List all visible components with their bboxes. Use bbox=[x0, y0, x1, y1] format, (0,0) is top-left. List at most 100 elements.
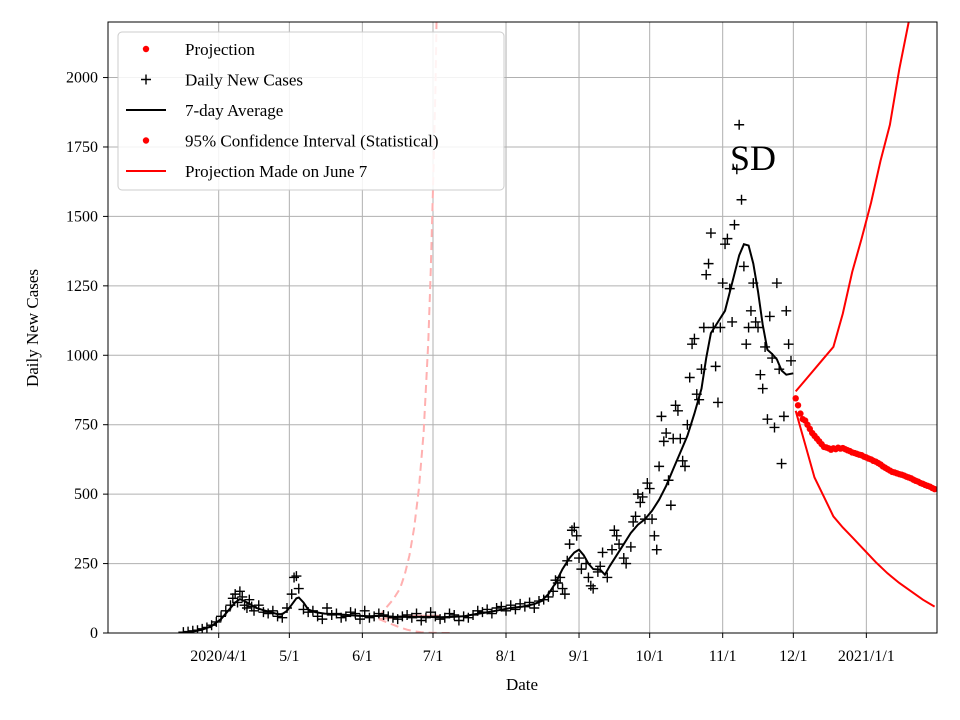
daily-case-point bbox=[630, 511, 641, 522]
legend-marker-dot bbox=[142, 137, 150, 144]
daily-case-point bbox=[672, 405, 683, 416]
daily-case-point bbox=[684, 372, 695, 383]
y-tick-label: 250 bbox=[74, 556, 98, 573]
y-tick-label: 1000 bbox=[66, 347, 98, 364]
daily-case-point bbox=[272, 611, 283, 622]
daily-case-point bbox=[781, 305, 792, 316]
x-tick-label: 8/1 bbox=[496, 648, 516, 665]
daily-case-point bbox=[291, 571, 302, 582]
legend: Projection Daily New Cases 7-day Average 95… bbox=[117, 31, 505, 191]
daily-case-point bbox=[588, 583, 599, 594]
daily-case-point bbox=[755, 369, 766, 380]
x-tick-label: 2020/4/1 bbox=[190, 648, 247, 665]
daily-case-point bbox=[322, 603, 333, 614]
95-ci-upper-line bbox=[794, 22, 910, 393]
daily-case-point bbox=[750, 316, 761, 327]
daily-case-point bbox=[722, 233, 733, 244]
projection-point bbox=[797, 410, 804, 417]
projection-point bbox=[792, 395, 799, 402]
daily-case-point bbox=[680, 461, 691, 472]
daily-case-point bbox=[687, 339, 698, 350]
x-tick-label: 6/1 bbox=[352, 648, 372, 665]
daily-case-point bbox=[760, 341, 771, 352]
daily-case-point bbox=[234, 586, 245, 597]
daily-case-point bbox=[557, 583, 568, 594]
daily-case-point bbox=[738, 261, 749, 272]
daily-case-point bbox=[731, 164, 742, 175]
x-tick-label: 5/1 bbox=[279, 648, 299, 665]
daily-case-point bbox=[574, 553, 585, 564]
daily-case-point bbox=[642, 478, 653, 489]
daily-case-point bbox=[753, 322, 764, 333]
daily-case-point bbox=[486, 608, 497, 619]
daily-case-point bbox=[510, 604, 521, 615]
daily-case-point bbox=[644, 483, 655, 494]
ticks: 2020/4/1 5/1 6/1 7/1 8/1 9/1 10/1 11/1 12/1 2021/… bbox=[66, 70, 895, 665]
daily-case-point bbox=[717, 278, 728, 289]
daily-case-point bbox=[656, 411, 667, 422]
daily-case-point bbox=[241, 603, 252, 614]
daily-case-point bbox=[606, 544, 617, 555]
daily-case-point bbox=[776, 458, 787, 469]
daily-case-point bbox=[618, 553, 629, 564]
daily-case-point bbox=[267, 605, 278, 616]
daily-case-point bbox=[576, 564, 587, 575]
daily-case-point bbox=[569, 522, 580, 533]
x-tick-label: 9/1 bbox=[569, 648, 589, 665]
y-tick-label: 750 bbox=[74, 417, 98, 434]
daily-case-point bbox=[715, 322, 726, 333]
daily-case-point bbox=[637, 491, 648, 502]
daily-case-point bbox=[317, 614, 328, 625]
legend-marker-dot bbox=[142, 45, 150, 53]
daily-case-point bbox=[628, 516, 639, 527]
daily-case-point bbox=[597, 547, 608, 558]
95-ci-lower-line bbox=[794, 410, 936, 608]
daily-case-point bbox=[727, 316, 738, 327]
daily-case-point bbox=[703, 258, 714, 269]
daily-case-point bbox=[734, 119, 745, 130]
daily-case-point bbox=[340, 611, 351, 622]
daily-case-point bbox=[710, 361, 721, 372]
daily-case-point bbox=[745, 305, 756, 316]
projection-point bbox=[794, 402, 802, 409]
daily-case-point bbox=[736, 194, 747, 205]
7-day-average-line bbox=[183, 242, 794, 633]
plot-area bbox=[178, 22, 937, 633]
daily-case-point bbox=[705, 228, 716, 239]
series-group bbox=[178, 22, 937, 633]
legend-label: 95% Confidence Interval (Statistical) bbox=[185, 132, 439, 151]
daily-case-point bbox=[701, 269, 712, 280]
axes-frame bbox=[107, 21, 938, 634]
daily-case-point bbox=[571, 530, 582, 541]
daily-case-point bbox=[741, 339, 752, 350]
daily-case-point bbox=[757, 383, 768, 394]
daily-case-point bbox=[635, 497, 646, 508]
daily-case-point bbox=[729, 219, 740, 230]
y-tick-label: 2000 bbox=[66, 70, 98, 87]
daily-case-point bbox=[293, 583, 304, 594]
daily-case-point bbox=[762, 414, 773, 425]
daily-case-point bbox=[289, 572, 300, 583]
legend-label: Daily New Cases bbox=[185, 71, 303, 90]
daily-case-point bbox=[602, 572, 613, 583]
daily-case-point bbox=[449, 609, 460, 620]
daily-case-point bbox=[286, 589, 297, 600]
daily-case-point bbox=[649, 530, 660, 541]
y-tick-label: 1250 bbox=[66, 278, 98, 295]
daily-case-point bbox=[609, 525, 620, 536]
daily-case-point bbox=[712, 397, 723, 408]
daily-case-point bbox=[743, 322, 754, 333]
daily-case-point bbox=[611, 530, 622, 541]
x-tick-label: 2021/1/1 bbox=[838, 648, 895, 665]
daily-case-point bbox=[689, 333, 700, 344]
legend-label: 7-day Average bbox=[185, 101, 283, 120]
x-tick-label: 10/1 bbox=[635, 648, 663, 665]
daily-case-point bbox=[501, 605, 512, 616]
daily-case-point bbox=[771, 278, 782, 289]
daily-case-point bbox=[435, 614, 446, 625]
annotation-label: SD bbox=[730, 138, 776, 178]
x-tick-label: 7/1 bbox=[423, 648, 443, 665]
daily-case-point bbox=[359, 605, 370, 616]
daily-case-point bbox=[769, 422, 780, 433]
